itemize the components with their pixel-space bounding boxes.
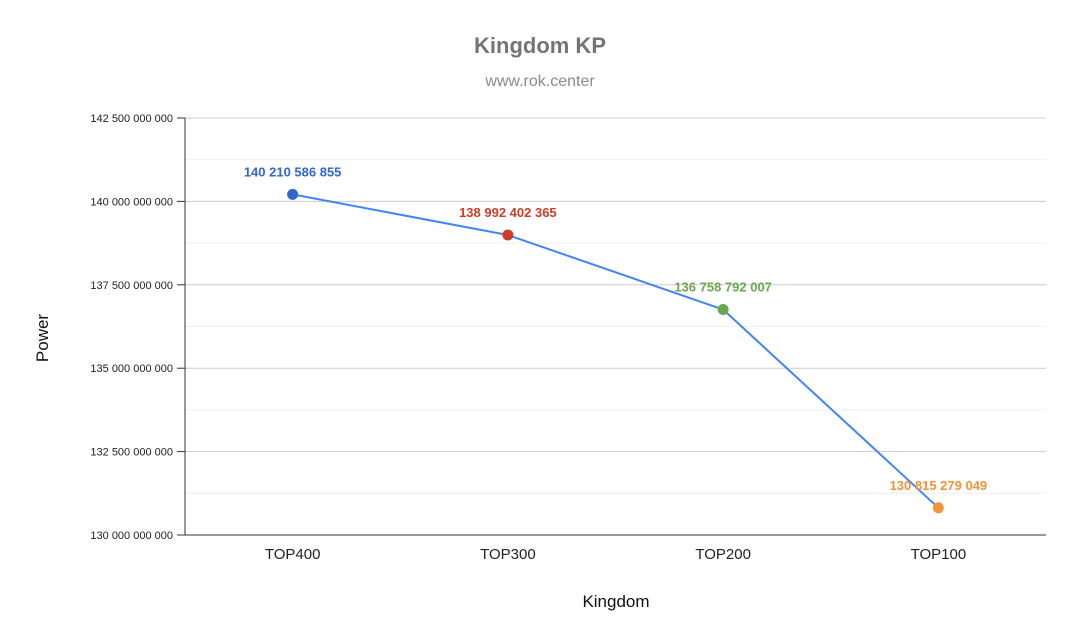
data-point [502, 229, 514, 241]
gridlines [177, 117, 1046, 536]
data-label: 140 210 586 855 [244, 164, 342, 179]
x-tick-label: TOP400 [265, 546, 321, 563]
data-point [287, 188, 299, 200]
y-axis-ticks: 130 000 000 000 132 500 000 000 135 000 00… [90, 113, 173, 542]
y-tick-label: 135 000 000 000 [90, 363, 173, 375]
x-tick-label: TOP200 [695, 546, 751, 563]
x-tick-label: TOP300 [480, 546, 536, 563]
data-label: 130 815 279 049 [890, 478, 988, 493]
y-tick-label: 140 000 000 000 [90, 196, 173, 208]
y-tick-label: 137 500 000 000 [90, 280, 173, 292]
series-line [292, 193, 940, 509]
series-group [287, 188, 944, 514]
x-axis-ticks: TOP400 TOP300 TOP200 TOP100 [265, 546, 966, 563]
data-point [717, 304, 729, 316]
chart-subtitle: www.rok.center [484, 73, 595, 90]
chart-title: Kingdom KP [474, 33, 606, 58]
y-tick-label: 130 000 000 000 [90, 530, 173, 542]
y-axis-label: Power [33, 314, 52, 363]
data-labels: 140 210 586 855 138 992 402 365 136 758 79… [244, 164, 987, 492]
y-tick-label: 142 500 000 000 [90, 113, 173, 125]
x-tick-label: TOP100 [911, 546, 967, 563]
x-axis-label: Kingdom [582, 592, 649, 611]
data-point [932, 502, 944, 514]
data-label: 138 992 402 365 [459, 205, 557, 220]
data-label: 136 758 792 007 [674, 280, 772, 295]
y-tick-label: 132 500 000 000 [90, 447, 173, 459]
